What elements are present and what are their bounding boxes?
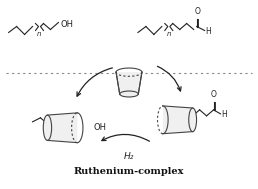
Text: O: O [211,90,217,99]
Ellipse shape [120,91,138,97]
Text: O: O [194,7,200,15]
Text: OH: OH [60,20,73,29]
Text: H: H [222,110,227,119]
FancyArrowPatch shape [77,68,112,96]
Text: Ruthenium-complex: Ruthenium-complex [74,167,184,176]
Polygon shape [47,113,77,143]
Ellipse shape [43,115,52,140]
Text: H₂: H₂ [124,152,134,161]
FancyArrowPatch shape [157,66,181,91]
FancyArrowPatch shape [102,134,149,141]
Text: n: n [37,31,42,37]
Text: H: H [206,27,211,36]
Text: n: n [166,31,171,37]
Text: OH: OH [93,123,106,132]
Polygon shape [163,106,193,134]
Ellipse shape [189,108,197,132]
Polygon shape [116,72,142,94]
